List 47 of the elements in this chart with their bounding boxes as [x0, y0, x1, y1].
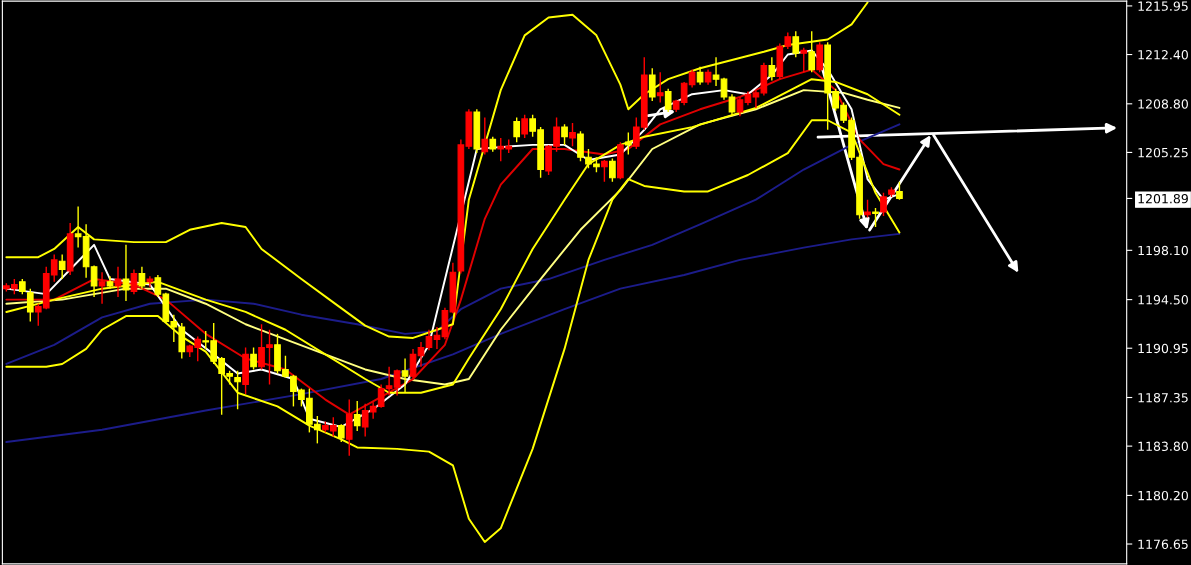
candlestick — [409, 348, 417, 380]
candlestick — [624, 131, 632, 156]
y-tick-label: 1208.80 — [1138, 99, 1188, 109]
candlestick — [569, 122, 576, 147]
candlestick — [513, 116, 521, 143]
candlestick — [768, 56, 776, 82]
y-tick-label: 1176.65 — [1138, 539, 1188, 549]
candlestick — [648, 67, 656, 102]
y-tick-label: 1187.35 — [1138, 392, 1188, 403]
candlestick — [425, 329, 433, 351]
line-series — [5, 232, 901, 443]
candlestick — [58, 253, 66, 280]
candlestick — [712, 56, 720, 87]
candlestick — [481, 116, 489, 156]
candlestick — [98, 271, 106, 305]
candlestick — [561, 123, 568, 146]
line-series — [5, 123, 901, 365]
candlestick — [146, 275, 154, 288]
candlestick — [234, 370, 241, 410]
y-tick-label: 1190.95 — [1138, 343, 1188, 354]
y-tick-label: 1194.50 — [1138, 295, 1188, 305]
candlestick — [792, 30, 800, 58]
candlestick — [609, 157, 616, 183]
candlestick — [720, 77, 728, 101]
candlestick — [521, 114, 529, 139]
y-tick-label: 1205.25 — [1138, 147, 1188, 158]
candlestick — [138, 266, 146, 290]
candlestick — [250, 346, 257, 371]
y-tick-label: 1180.20 — [1138, 490, 1188, 501]
y-tick-label: 1183.80 — [1138, 441, 1188, 452]
candlestick — [808, 30, 816, 74]
y-tick-label: 1212.40 — [1138, 50, 1188, 60]
candlestick — [130, 268, 138, 295]
candlestick — [122, 244, 130, 302]
y-tick-label: 1215.95 — [1138, 1, 1188, 11]
y-tick-label: 1201.89 — [1138, 193, 1188, 204]
candlestick — [26, 287, 34, 323]
y-tick-label: 1198.10 — [1138, 245, 1188, 256]
candlestick — [872, 207, 879, 228]
candlestick — [728, 93, 736, 117]
candlestick — [880, 192, 887, 217]
line-series — [5, 1, 869, 339]
candlestick — [114, 266, 122, 298]
candlestick — [353, 400, 361, 432]
candlestick — [800, 46, 808, 74]
candlestick — [601, 159, 608, 183]
candlestick — [656, 71, 664, 104]
